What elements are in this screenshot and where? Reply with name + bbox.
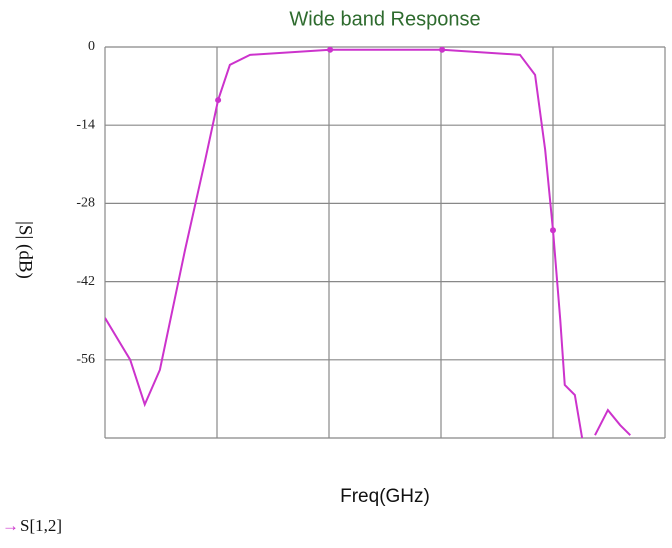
series-line	[105, 48, 631, 438]
y-tick-label: -56	[76, 352, 95, 367]
chart-title: Wide band Response	[289, 8, 480, 30]
legend-label: S[1,2]	[20, 516, 62, 535]
y-tick-label: -14	[76, 117, 95, 132]
y-tick-label: 0	[88, 39, 95, 54]
y-tick-label: -28	[76, 196, 95, 211]
x-axis-label: Freq(GHz)	[340, 486, 430, 507]
marker	[215, 97, 222, 104]
legend: → S[1,2]	[2, 516, 62, 535]
y-axis-label: |S| (dB)	[15, 221, 36, 279]
y-tick-label: -42	[76, 274, 95, 289]
legend-arrow: →	[2, 516, 19, 535]
marker	[550, 227, 556, 234]
marker	[327, 46, 334, 53]
marker	[439, 46, 446, 53]
